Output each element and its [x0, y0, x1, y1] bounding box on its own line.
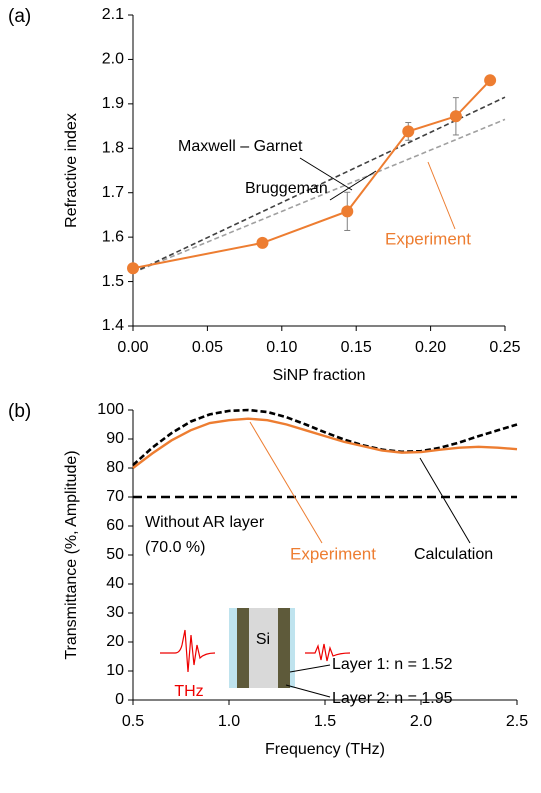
x-tick-label: 0.15 [341, 339, 372, 356]
leader [289, 664, 331, 673]
y-axis-title: Refractive index [63, 113, 80, 228]
y-tick-label: 1.6 [102, 228, 124, 245]
panel-label: (a) [8, 6, 31, 27]
x-tick-label: 2.0 [410, 713, 432, 730]
leader [285, 684, 331, 698]
leader-line [329, 170, 377, 201]
y-tick-label: 1.5 [102, 273, 124, 290]
leader-line [299, 157, 353, 191]
leader-line [419, 457, 471, 544]
series-label: Calculation [414, 546, 493, 563]
series-line [132, 96, 506, 274]
y-tick-label: 100 [97, 401, 124, 418]
y-tick-label: 50 [106, 546, 124, 563]
layer-right [278, 608, 290, 688]
layer2-label: Layer 2: n = 1.95 [332, 690, 453, 707]
y-tick-label: 70 [106, 488, 124, 505]
y-tick-label: 1.8 [102, 140, 124, 157]
series-line [132, 118, 506, 274]
data-point [402, 125, 415, 138]
x-axis-title: Frequency (THz) [265, 741, 385, 758]
y-tick-label: 2.0 [102, 51, 124, 68]
y-axis-title: Transmittance (%, Amplitude) [63, 450, 80, 659]
series-line [132, 79, 491, 270]
inset-diagram: Si THz Layer 1: n = 1.52 Layer 2: n = 1.… [160, 608, 453, 707]
layer1-label: Layer 1: n = 1.52 [332, 656, 453, 673]
panel-label: (b) [8, 401, 31, 422]
data-point [341, 205, 354, 218]
x-tick-label: 0.25 [489, 339, 520, 356]
silicon [249, 608, 278, 688]
y-tick-label: 80 [106, 459, 124, 476]
y-tick-label: 10 [106, 662, 124, 679]
series-label: Experiment [385, 229, 471, 248]
series-label: Maxwell – Garnet [178, 138, 303, 155]
y-tick-label: 90 [106, 430, 124, 447]
x-tick-label: 0.10 [266, 339, 297, 356]
wave-out [305, 643, 351, 662]
series-label: Bruggeman [245, 180, 328, 197]
thz-label: THz [174, 683, 203, 700]
x-tick-label: 1.5 [314, 713, 336, 730]
x-tick-label: 0.20 [415, 339, 446, 356]
x-tick-label: 0.05 [192, 339, 223, 356]
y-tick-label: 1.9 [102, 95, 124, 112]
y-tick-label: 2.1 [102, 6, 124, 23]
series-line [132, 417, 518, 469]
data-point [484, 74, 497, 87]
y-tick-label: 30 [106, 604, 124, 621]
data-point [256, 236, 269, 249]
layer-left [237, 608, 249, 688]
x-tick-label: 2.5 [506, 713, 528, 730]
y-tick-label: 1.7 [102, 184, 124, 201]
si-label: Si [256, 631, 270, 648]
leader-line [427, 161, 456, 230]
series-line [132, 408, 518, 467]
y-tick-label: 1.4 [102, 317, 124, 334]
data-point [127, 262, 139, 275]
leader-line [249, 421, 323, 544]
y-tick-label: 60 [106, 517, 124, 534]
x-tick-label: 0.5 [122, 713, 144, 730]
x-tick-label: 0.00 [117, 339, 148, 356]
y-tick-label: 0 [115, 691, 124, 708]
y-tick-label: 40 [106, 575, 124, 592]
wave-in [160, 629, 216, 673]
x-tick-label: 1.0 [218, 713, 240, 730]
data-point [449, 110, 462, 123]
y-tick-label: 20 [106, 633, 124, 650]
x-axis-title: SiNP fraction [272, 367, 365, 384]
series-label: Without AR layer [145, 514, 265, 531]
annotation: (70.0 %) [145, 539, 205, 556]
series-label: Experiment [290, 544, 376, 563]
